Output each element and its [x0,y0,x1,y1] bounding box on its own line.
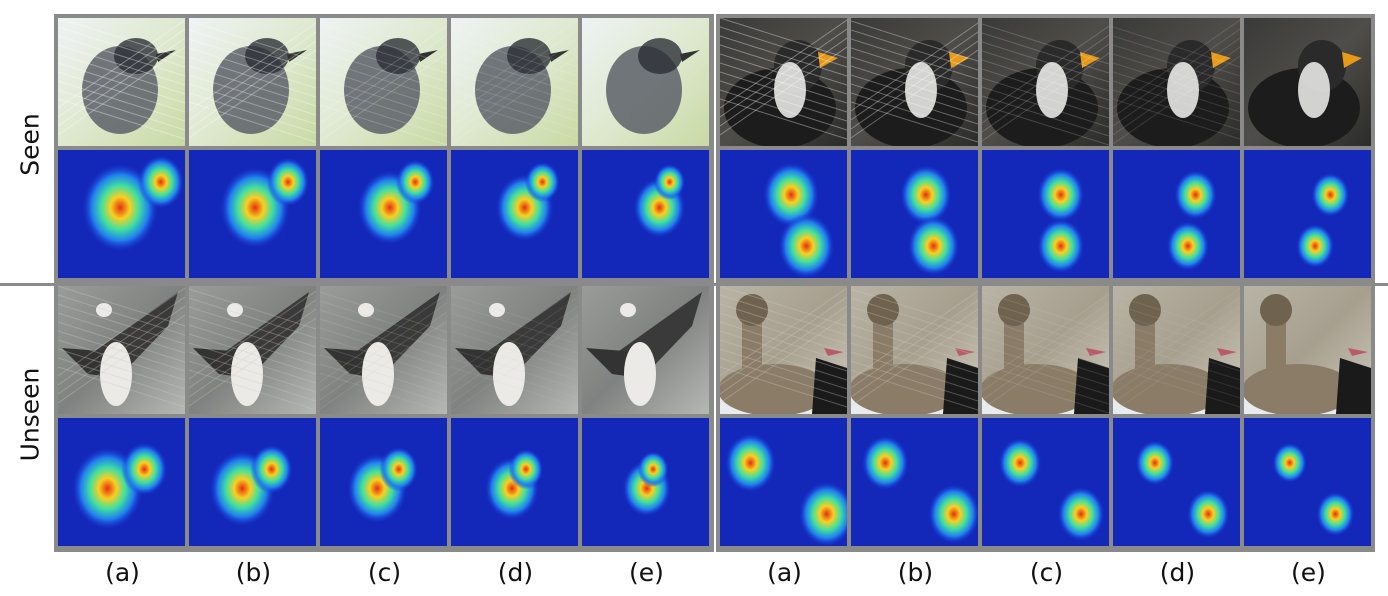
right-seen-photo-a [720,18,847,146]
left-seen-heatmap-d [451,150,578,278]
left-unseen-heatmap-a [58,418,185,546]
column-label-b-left: (b) [235,558,272,587]
left-seen-photo-b [189,18,316,146]
left-unseen-heatmap-b [189,418,316,546]
right-unseen-heatmap-d [1113,418,1240,546]
left-unseen-heatmap-e [582,418,709,546]
column-label-b-right: (b) [897,558,934,587]
seen-unseen-divider [0,283,1388,286]
right-seen-heatmap-d [1113,150,1240,278]
left-seen-photo-d [451,18,578,146]
left-unseen-photo-c [320,286,447,414]
left-seen-photo-a [58,18,185,146]
right-unseen-photo-b [851,286,978,414]
right-seen-heatmap-e [1244,150,1371,278]
left-unseen-photo-d [451,286,578,414]
right-unseen-photo-c [982,286,1109,414]
right-unseen-photo-e [1244,286,1371,414]
left-unseen-heatmap-d [451,418,578,546]
left-unseen-photo-e [582,286,709,414]
right-unseen-heatmap-a [720,418,847,546]
right-seen-photo-d [1113,18,1240,146]
right-seen-heatmap-a [720,150,847,278]
left-unseen-photo-b [189,286,316,414]
left-seen-heatmap-b [189,150,316,278]
column-label-c-left: (c) [367,558,402,587]
right-seen-heatmap-c [982,150,1109,278]
right-unseen-heatmap-c [982,418,1109,546]
left-seen-heatmap-c [320,150,447,278]
row-label-unseen: Unseen [15,367,45,462]
left-seen-photo-c [320,18,447,146]
column-label-a-left: (a) [105,558,140,587]
left-image-grid [54,14,714,552]
right-unseen-heatmap-b [851,418,978,546]
column-label-c-right: (c) [1029,558,1064,587]
left-seen-heatmap-e [582,150,709,278]
right-seen-photo-c [982,18,1109,146]
left-seen-photo-e [582,18,709,146]
left-unseen-photo-a [58,286,185,414]
right-seen-heatmap-b [851,150,978,278]
column-label-e-right: (e) [1291,558,1326,587]
column-label-e-left: (e) [629,558,664,587]
right-unseen-photo-a [720,286,847,414]
left-seen-heatmap-a [58,150,185,278]
right-unseen-photo-d [1113,286,1240,414]
right-seen-photo-e [1244,18,1371,146]
column-label-a-right: (a) [767,558,802,587]
right-seen-photo-b [851,18,978,146]
right-unseen-heatmap-e [1244,418,1371,546]
column-label-d-left: (d) [497,558,534,587]
column-label-d-right: (d) [1159,558,1196,587]
left-unseen-heatmap-c [320,418,447,546]
row-label-seen: Seen [15,113,45,176]
